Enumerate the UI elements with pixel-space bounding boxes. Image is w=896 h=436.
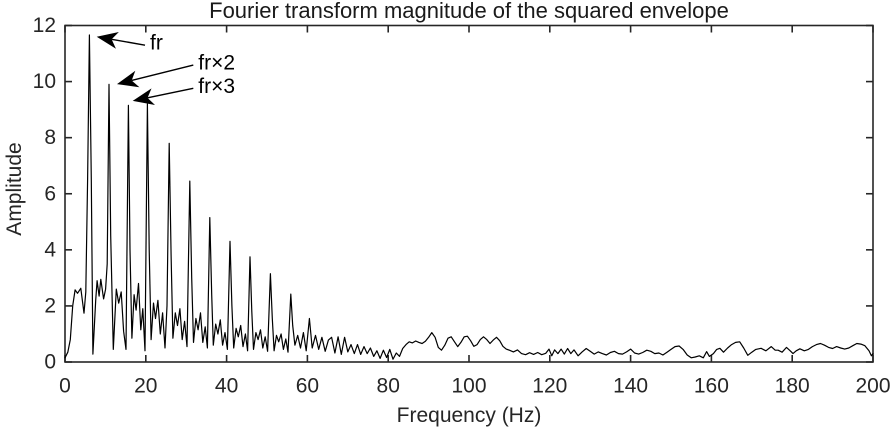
plot-area-box (64, 24, 874, 363)
annotation-arrowhead-icon (132, 88, 156, 105)
annotation-arrow-line (131, 64, 194, 82)
y-tick-label: 2 (44, 294, 56, 317)
chart-title: Fourier transform magnitude of the squar… (209, 0, 729, 23)
y-tick-label: 6 (44, 182, 56, 205)
x-tick-label: 200 (855, 375, 890, 398)
axis-tick-labels: 0 20 40 60 80 100 120 140 160 180 200 0 2 4 6 8 10 12 (33, 14, 891, 398)
annotation-arrowhead-icon (96, 31, 119, 49)
annotation-arrowhead-icon (116, 70, 140, 88)
spectrum-line (64, 34, 874, 360)
x-tick-label: 120 (532, 375, 567, 398)
x-tick-label: 160 (694, 375, 729, 398)
peak-annotations: fr fr×2fr×3 (96, 31, 235, 105)
annotation-arrow-line (147, 87, 194, 99)
annotation-arrow-line (111, 38, 146, 46)
y-tick-label: 10 (33, 70, 56, 93)
y-tick-label: 8 (44, 126, 56, 149)
x-tick-label: 60 (296, 375, 319, 398)
x-tick-label: 0 (59, 375, 71, 398)
y-tick-label: 12 (33, 14, 56, 37)
x-tick-label: 20 (134, 375, 157, 398)
y-tick-label: 0 (44, 351, 56, 374)
x-tick-label: 100 (451, 375, 486, 398)
x-tick-label: 80 (377, 375, 400, 398)
y-axis-label: Amplitude (3, 142, 26, 235)
x-tick-label: 140 (613, 375, 648, 398)
annotation-label: fr (150, 32, 163, 55)
x-axis-label: Frequency (Hz) (397, 404, 542, 427)
axis-ticks (64, 24, 874, 363)
x-tick-label: 40 (215, 375, 238, 398)
annotation-label: fr×2 (198, 52, 235, 75)
y-tick-label: 4 (44, 238, 56, 261)
annotation-label: fr×3 (198, 75, 235, 98)
x-tick-label: 180 (775, 375, 810, 398)
